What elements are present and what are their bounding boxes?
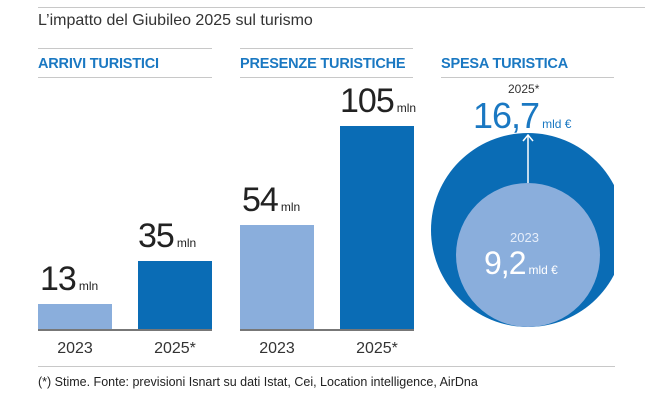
value-label: 13 mln — [40, 259, 99, 298]
spesa-2023-year: 2023 — [510, 230, 539, 245]
top-rule — [38, 7, 645, 8]
year-label: 2025* — [356, 340, 398, 357]
header-arrivi: ARRIVI TURISTICI — [38, 56, 159, 72]
chart-title: L’impatto del Giubileo 2025 sul turismo — [38, 12, 313, 29]
baseline — [240, 329, 414, 331]
header-presenze: PRESENZE TURISTICHE — [240, 56, 406, 72]
bar-2023 — [240, 224, 314, 329]
rule — [38, 48, 212, 49]
bar-2025 — [138, 261, 212, 329]
footnote: (*) Stime. Fonte: previsioni Isnart su d… — [38, 375, 478, 389]
bar-2025 — [340, 126, 414, 329]
header-spesa: SPESA TURISTICA — [441, 56, 568, 72]
rule — [240, 48, 413, 49]
year-label: 2023 — [259, 340, 295, 357]
rule — [240, 77, 413, 78]
baseline — [38, 329, 212, 331]
circle-2023 — [456, 183, 600, 327]
value-label: 105 mln — [340, 82, 417, 121]
bar-2023 — [38, 303, 112, 329]
bottom-rule — [38, 366, 615, 367]
year-label: 2023 — [57, 340, 93, 357]
spesa-2023-value: 9,2 mld € — [484, 245, 558, 281]
spesa-2025-year: 2025* — [508, 82, 540, 96]
rule — [38, 77, 212, 78]
arrow-head-icon — [522, 133, 534, 142]
spesa-2025-value: 16,7 mld € — [473, 95, 572, 136]
rule — [441, 77, 614, 78]
value-label: 35 mln — [138, 217, 197, 256]
value-label: 54 mln — [242, 180, 301, 219]
year-label: 2025* — [154, 340, 196, 357]
